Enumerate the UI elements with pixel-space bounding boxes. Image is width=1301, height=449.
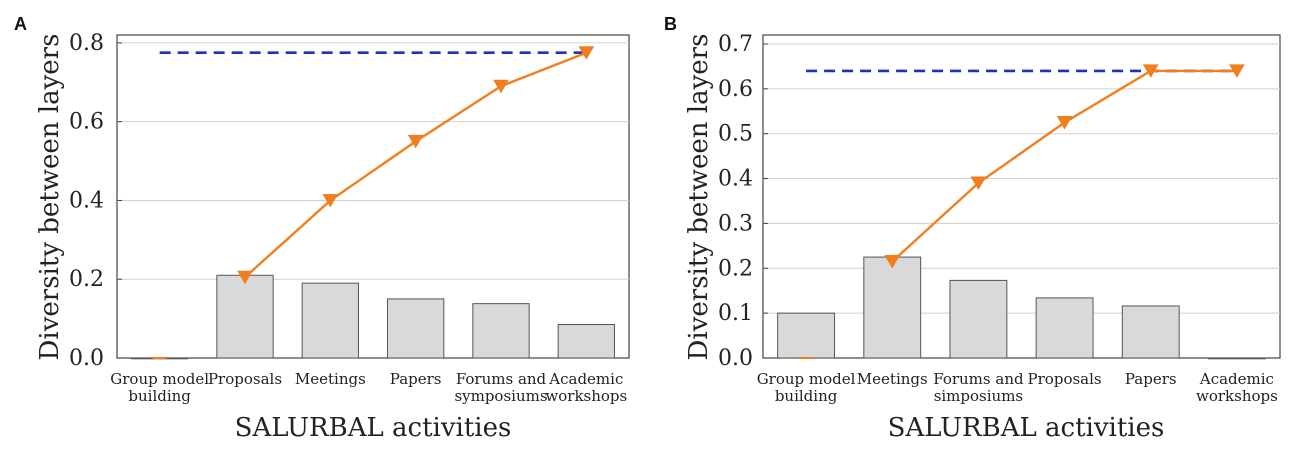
- y-tick-label: 0.8: [69, 31, 104, 56]
- x-category-label: Papers: [1125, 370, 1177, 388]
- cumulative-point: [884, 255, 901, 269]
- cumulative-point: [1229, 64, 1245, 78]
- bar: [557, 324, 615, 359]
- y-tick-label: 0.0: [718, 346, 753, 371]
- bar: [387, 298, 445, 359]
- cumulative-series-line: [891, 69, 1237, 263]
- panel-a: A 0.0 0.2 0.4 0.6 0.8 Group model building Pro…: [0, 0, 650, 444]
- x-category-label: Academic: [1199, 370, 1274, 388]
- bar: [777, 312, 836, 359]
- y-tick-label: 0.7: [718, 32, 753, 57]
- bars-b: [777, 256, 1266, 360]
- cumulative-series-line: [244, 51, 587, 279]
- y-axis-title-b: Diversity between layers: [684, 34, 714, 361]
- cumulative-point: [322, 193, 339, 208]
- y-axis-title-a: Diversity between layers: [35, 34, 65, 361]
- bar: [1121, 305, 1180, 359]
- panel-letter-b: B: [664, 14, 677, 34]
- cumulative-point: [1056, 115, 1073, 130]
- y-ticks-a: 0.0 0.2 0.4 0.6 0.8: [69, 31, 122, 371]
- cumulative-point: [237, 270, 253, 285]
- panel-letter-a: A: [14, 14, 27, 34]
- x-category-label: Forums and: [456, 370, 547, 388]
- x-category-label: Meetings: [295, 370, 366, 388]
- y-tick-label: 0.6: [69, 110, 104, 135]
- x-axis-title-b: SALURBAL activities: [888, 413, 1165, 443]
- bars-a: [131, 274, 615, 360]
- bar: [301, 282, 359, 359]
- x-category-label: workshops: [1196, 387, 1278, 405]
- cumulative-point: [578, 46, 595, 60]
- y-tick-label: 0.5: [718, 122, 753, 147]
- x-category-label: Academic: [548, 370, 623, 388]
- cumulative-point: [970, 176, 987, 191]
- x-category-label: simposiums: [934, 387, 1023, 405]
- y-ticks-b: 0.0 0.1 0.2 0.3 0.4 0.5 0.6 0.7: [718, 32, 768, 371]
- chart-b-svg: B 0.0 0.1 0.2 0.3 0.4 0.5 0.6 0.7 Group modelbu…: [664, 14, 1281, 443]
- x-category-label: building: [128, 387, 191, 405]
- x-category-label: building: [775, 387, 838, 405]
- bar: [1207, 357, 1266, 360]
- plot-frame-b: [762, 34, 1281, 359]
- y-tick-label: 0.2: [69, 267, 104, 292]
- y-tick-label: 0.1: [718, 301, 753, 326]
- plot-frame-a: [116, 34, 630, 359]
- y-tick-label: 0.0: [69, 346, 104, 371]
- x-axis-title-a: SALURBAL activities: [235, 413, 512, 443]
- cumulative-line-a: [152, 46, 595, 359]
- grid-lines-a: [117, 42, 629, 280]
- bar: [863, 256, 922, 359]
- x-category-label: Papers: [390, 370, 442, 388]
- bar: [949, 279, 1008, 359]
- x-category-label: Proposals: [208, 370, 282, 388]
- grid-lines-b: [763, 43, 1280, 314]
- x-category-label: Group model: [757, 370, 856, 388]
- x-category-label: Forums and: [933, 370, 1024, 388]
- bar: [216, 274, 274, 359]
- cumulative-point: [1142, 64, 1159, 78]
- x-category-label: Proposals: [1028, 370, 1102, 388]
- cumulative-point: [407, 134, 424, 149]
- bar: [472, 303, 530, 359]
- cumulative-point: [493, 79, 509, 94]
- y-tick-label: 0.3: [718, 211, 753, 236]
- x-category-label: Group model: [110, 370, 209, 388]
- x-category-label: Meetings: [857, 370, 928, 388]
- y-tick-label: 0.2: [718, 256, 753, 281]
- y-tick-label: 0.4: [718, 167, 753, 192]
- cumulative-line-b: [799, 64, 1245, 359]
- y-tick-label: 0.4: [69, 188, 104, 213]
- x-category-label: workshops: [545, 387, 627, 405]
- bar: [1035, 297, 1094, 359]
- x-category-label: symposiums: [454, 387, 547, 405]
- panel-b: B 0.0 0.1 0.2 0.3 0.4 0.5 0.6 0.7 Group model bu…: [651, 0, 1301, 444]
- y-tick-label: 0.6: [718, 77, 753, 102]
